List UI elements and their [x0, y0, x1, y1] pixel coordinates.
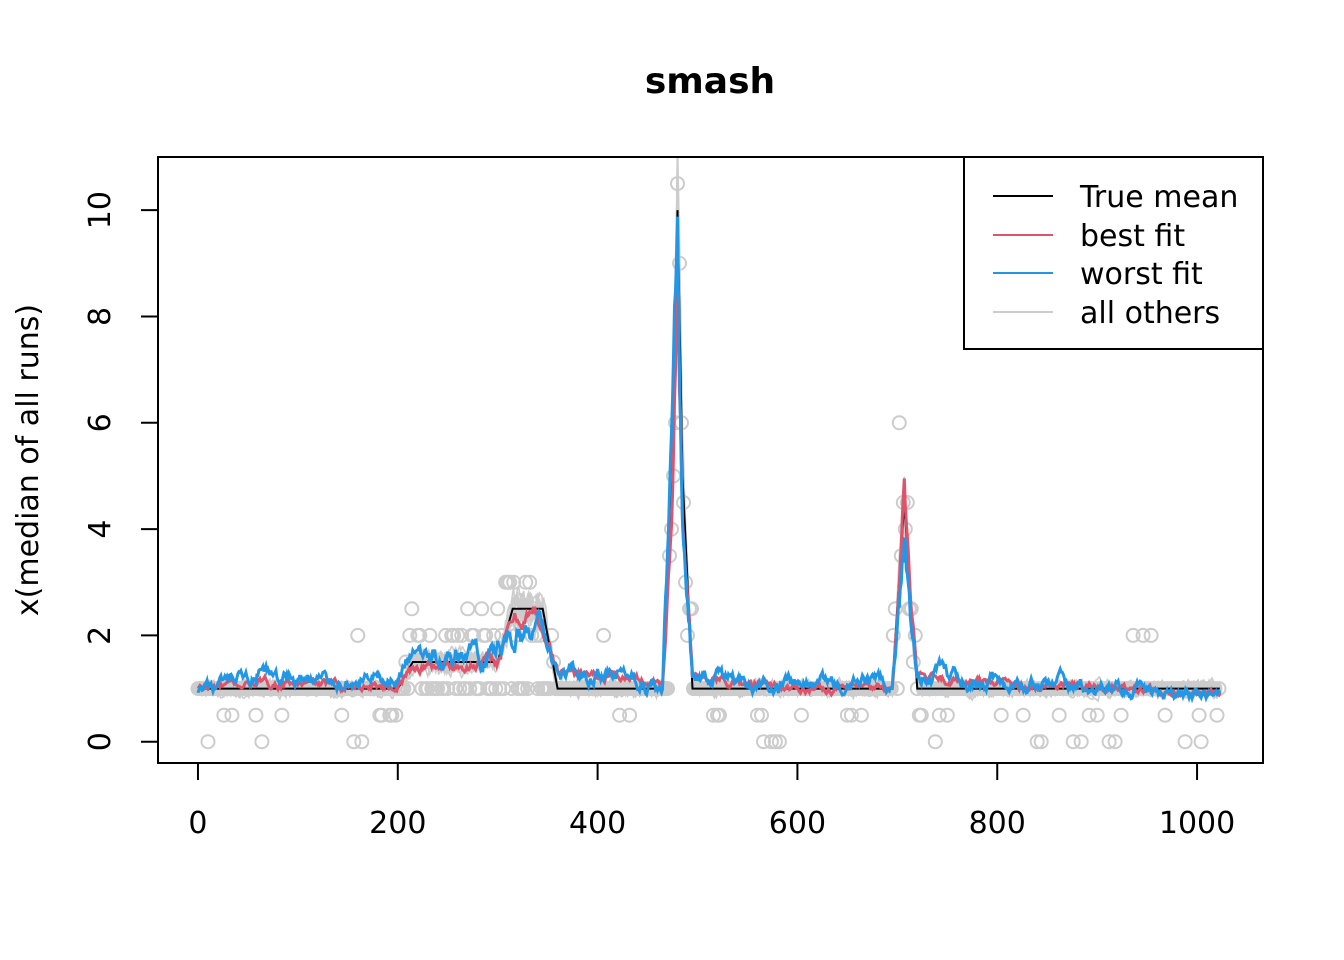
- observation-point: [1125, 627, 1141, 643]
- observation-point: [1209, 707, 1225, 723]
- observation-point: [1029, 734, 1045, 750]
- observation-point: [750, 707, 765, 723]
- observation-point: [891, 415, 907, 431]
- observation-point: [706, 707, 721, 723]
- observation-point: [899, 495, 915, 510]
- y-tick-label: 10: [83, 191, 118, 229]
- legend: True mean best fit worst fit all others: [963, 156, 1264, 350]
- observation-point: [1073, 734, 1089, 750]
- observation-point: [993, 707, 1009, 723]
- observation-point: [530, 681, 546, 697]
- x-tick-label: 400: [569, 806, 626, 841]
- y-axis: 0 2 4 6 8 10: [83, 191, 159, 751]
- observation-point: [1193, 734, 1209, 750]
- observation-point: [478, 627, 494, 643]
- observation-point: [274, 707, 290, 723]
- observation-point: [346, 734, 362, 750]
- observation-point: [754, 707, 769, 723]
- x-axis: 0 200 400 600 800 1000: [188, 762, 1235, 841]
- x-tick-label: 1000: [1159, 806, 1235, 841]
- observation-point: [1081, 707, 1097, 723]
- observation-point: [248, 707, 264, 723]
- observation-point: [350, 627, 366, 643]
- legend-box: [963, 156, 1264, 350]
- observation-point: [486, 627, 502, 643]
- observation-point: [712, 707, 727, 723]
- observation-point: [1157, 707, 1173, 723]
- observation-point: [254, 734, 270, 750]
- observation-point: [422, 627, 438, 643]
- observation-point: [388, 707, 404, 723]
- observation-point: [502, 574, 518, 590]
- observation-point: [1135, 627, 1151, 643]
- observation-point: [684, 601, 699, 617]
- observation-point: [1113, 707, 1129, 723]
- x-tick-label: 200: [369, 806, 426, 841]
- y-tick-label: 2: [83, 626, 118, 645]
- observation-point: [200, 734, 216, 750]
- observation-point: [1051, 707, 1067, 723]
- legend-label-worst-fit: worst fit: [1080, 257, 1203, 292]
- observation-point: [1015, 707, 1031, 723]
- observation-point: [224, 707, 240, 723]
- observation-point: [680, 627, 695, 643]
- observation-point: [793, 707, 809, 723]
- observation-point: [430, 681, 446, 697]
- observation-point: [1107, 734, 1123, 750]
- observation-point: [334, 707, 350, 723]
- observation-point: [1101, 734, 1117, 750]
- y-tick-label: 4: [83, 520, 118, 539]
- observation-point: [843, 707, 859, 723]
- observation-point: [1065, 734, 1081, 750]
- observation-point: [490, 601, 506, 617]
- x-tick-label: 600: [769, 806, 826, 841]
- observation-point: [518, 574, 534, 590]
- observation-point: [596, 627, 612, 643]
- observation-point: [446, 627, 462, 643]
- series-line-worst-fit: [196, 216, 1222, 704]
- observation-point: [522, 574, 538, 590]
- observation-point: [927, 734, 943, 750]
- observation-point: [488, 681, 504, 697]
- observation-point: [384, 707, 400, 723]
- legend-label-true-mean: True mean: [1079, 180, 1238, 215]
- x-tick-label: 800: [969, 806, 1026, 841]
- observation-point: [939, 707, 955, 723]
- observation-point: [462, 681, 478, 697]
- observation-point: [1177, 734, 1193, 750]
- chart-title: smash: [645, 61, 775, 102]
- legend-label-all-others: all others: [1080, 296, 1220, 331]
- observation-point: [767, 734, 783, 750]
- observation-point: [756, 734, 771, 750]
- observation-point: [354, 734, 370, 750]
- y-tick-label: 8: [83, 307, 118, 326]
- observation-point: [931, 707, 947, 723]
- observation-point: [763, 734, 779, 750]
- observation-point: [1191, 707, 1207, 723]
- fit-series-group: [196, 210, 1222, 704]
- y-axis-label: x(median of all runs): [11, 304, 46, 616]
- legend-label-best-fit: best fit: [1080, 219, 1185, 254]
- observation-point: [853, 707, 869, 723]
- observation-point: [404, 601, 420, 617]
- observation-point: [1143, 627, 1159, 643]
- observation-point: [216, 707, 232, 723]
- observation-point: [670, 176, 685, 192]
- observation-point: [402, 627, 418, 643]
- observation-point: [622, 707, 638, 723]
- x-tick-label: 0: [188, 806, 207, 841]
- observation-point: [474, 601, 490, 617]
- observation-point: [612, 707, 628, 723]
- observation-point: [452, 681, 468, 697]
- observation-point: [913, 707, 929, 723]
- observation-point: [1033, 734, 1049, 750]
- observation-point: [885, 627, 901, 643]
- observation-point: [771, 734, 787, 750]
- observation-point: [1089, 707, 1105, 723]
- y-tick-label: 0: [83, 732, 118, 751]
- y-tick-label: 6: [83, 413, 118, 432]
- observation-point: [412, 627, 428, 643]
